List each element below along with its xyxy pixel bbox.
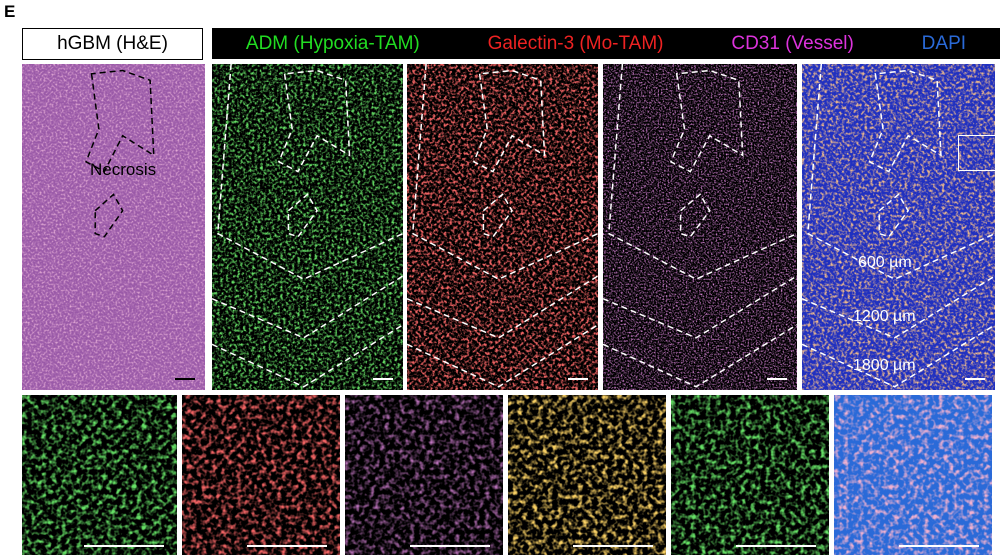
contour-600 xyxy=(411,64,598,280)
zoom-scale-bar xyxy=(899,545,979,547)
zoom-scale-bar xyxy=(84,545,164,547)
scale-bar xyxy=(767,378,787,380)
necrosis-label: Necrosis xyxy=(90,160,157,179)
merge-image xyxy=(802,64,995,390)
contour-1200 xyxy=(407,275,598,339)
contour-600 xyxy=(608,64,797,280)
he-image xyxy=(22,64,205,390)
necrosis-outline xyxy=(277,69,351,173)
necrosis-outline xyxy=(472,69,546,173)
zoom-image-4 xyxy=(508,395,666,555)
channel-header-bar: ADM (Hypoxia-TAM) Galectin-3 (Mo-TAM) CD… xyxy=(212,28,1000,59)
contour-1800 xyxy=(603,324,797,388)
necrosis-outline xyxy=(85,69,155,173)
contour-1200 xyxy=(212,275,403,339)
necrosis-outline xyxy=(94,193,124,238)
distance-1800: 1800 µm xyxy=(853,357,916,374)
zoom-scale-bar xyxy=(736,545,816,547)
channel-label-cd31: CD31 (Vessel) xyxy=(731,32,854,54)
channel-label-adm: ADM (Hypoxia-TAM) xyxy=(245,32,420,54)
cd31-image xyxy=(603,64,797,390)
panel-letter: E xyxy=(4,2,16,21)
contour-1200 xyxy=(802,275,995,339)
zoom-image-2 xyxy=(182,395,340,555)
scale-bar xyxy=(568,378,588,380)
zoom-image-6 xyxy=(834,395,992,555)
zoom-image-3 xyxy=(345,395,503,555)
contour-1200 xyxy=(603,275,797,339)
zoom-image-5 xyxy=(671,395,829,555)
galectin-image xyxy=(407,64,598,390)
zoom-scale-bar xyxy=(573,545,653,547)
zoom-image-1 xyxy=(22,395,177,555)
scale-bar xyxy=(373,378,393,380)
scale-bar xyxy=(965,378,985,380)
necrosis-outline xyxy=(482,193,513,238)
scale-bar xyxy=(175,378,195,380)
zoom-scale-bar xyxy=(410,545,490,547)
roi-box xyxy=(958,135,996,171)
necrosis-outline xyxy=(868,69,942,173)
zoom-scale-bar xyxy=(247,545,327,547)
contour-1800 xyxy=(407,324,598,388)
channel-label-galectin: Galectin-3 (Mo-TAM) xyxy=(487,32,664,54)
necrosis-outline xyxy=(287,193,318,238)
contour-1800 xyxy=(212,324,403,388)
distance-600: 600 µm xyxy=(858,254,912,271)
channel-label-dapi: DAPI xyxy=(921,32,967,54)
he-title: hGBM (H&E) xyxy=(22,28,203,60)
contour-600 xyxy=(807,64,995,280)
necrosis-outline xyxy=(679,193,711,238)
adm-image xyxy=(212,64,403,390)
contour-1800 xyxy=(802,324,995,388)
necrosis-outline xyxy=(669,69,744,173)
necrosis-outline xyxy=(878,193,910,238)
distance-1200: 1200 µm xyxy=(853,308,916,325)
contour-600 xyxy=(216,64,403,280)
